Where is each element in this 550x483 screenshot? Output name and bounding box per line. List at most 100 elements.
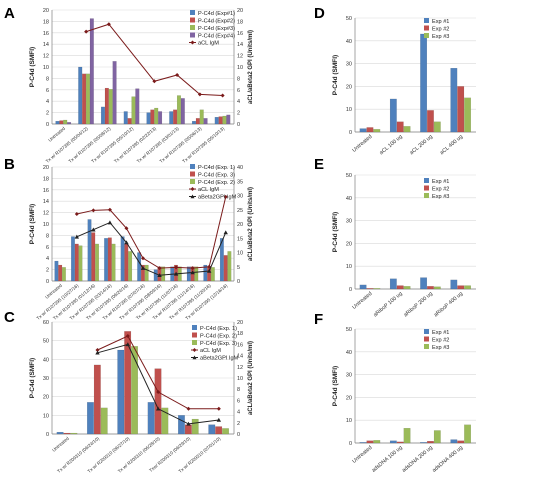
legend-entry: P-C4d (Exp#4) (198, 33, 235, 39)
point (125, 342, 131, 347)
y-tick-label: 10 (346, 107, 352, 113)
point (124, 240, 129, 245)
bar (91, 232, 96, 282)
point (74, 212, 79, 217)
series-line (76, 221, 227, 276)
legend: P-C4d (Exp. 1)P-C4d (Exp. 3) P-C4d (Exp. … (189, 164, 237, 201)
point (152, 79, 157, 84)
y-tick-label: 8 (46, 233, 49, 239)
y-axis-label: P-C4d (SMFI) (29, 47, 36, 87)
x-tick-label: Untreated (351, 445, 373, 465)
bar (161, 407, 169, 435)
point (186, 421, 191, 426)
bar (464, 424, 471, 444)
x-tick-label: Tx w/ R107395 (05/08/12) (68, 126, 112, 164)
y2-axis-label: aCL/aBeta2 GPI (Units/ml) (248, 30, 254, 104)
x-tick-label: aRiboP 200 ug (403, 291, 434, 318)
bar (67, 122, 72, 125)
bar (214, 117, 219, 125)
bar (124, 243, 129, 282)
bar (427, 286, 434, 290)
bar (359, 128, 367, 133)
legend: P-C4d (Exp#1)P-C4d (Exp#2) P-C4d (Exp#3)P… (189, 10, 235, 47)
bar (147, 402, 155, 435)
legend-swatch (424, 25, 429, 31)
legend-entry: P-C4d (Exp#1) (198, 11, 235, 17)
point (95, 350, 100, 355)
y-tick-label: 0 (349, 130, 352, 136)
x-tick-label: aRiboP 400 ug (433, 291, 464, 318)
y-axis-label: P-C4d (SMFI) (332, 366, 339, 406)
bar (420, 33, 428, 133)
y2-tick-label: 2 (237, 111, 240, 117)
legend-entry: P-C4d (Exp. 1) (198, 165, 235, 171)
bar (403, 286, 411, 290)
point (91, 208, 96, 213)
bar (191, 418, 199, 435)
point (186, 406, 191, 411)
bar (176, 95, 181, 125)
bar (71, 236, 75, 282)
bar (359, 442, 367, 444)
bar (427, 110, 434, 133)
y2-tick-label: 6 (237, 88, 240, 94)
legend-swatch (190, 179, 195, 184)
legend-entry: aBeta2GPI IgM (200, 356, 239, 362)
legend-entry: Exp #3 (432, 194, 449, 200)
legend-entry: P-C4d (Exp. 2) (200, 333, 237, 339)
series-line (76, 196, 227, 269)
bar (154, 368, 162, 435)
point (125, 334, 130, 338)
x-tick-label: adsDNA 400 ug (431, 445, 464, 474)
legend-entry: Exp #1 (432, 19, 449, 25)
y-tick-label: 50 (346, 16, 352, 22)
panel-label: D (314, 5, 325, 22)
y-tick-label: 2 (46, 268, 49, 274)
bar (111, 243, 116, 282)
y-tick-label: 20 (346, 84, 352, 90)
bar (146, 112, 151, 125)
point (220, 93, 225, 98)
bar (54, 260, 59, 282)
bar (450, 279, 458, 290)
y2-tick-label: 16 (237, 342, 243, 348)
y-tick-label: 18 (43, 19, 49, 25)
bar (373, 129, 381, 133)
bar (161, 266, 166, 282)
y2-tick-label: 0 (237, 122, 240, 128)
x-tick-label: Tx w/ R107395 (05/10/12) (90, 126, 134, 164)
bar (219, 238, 224, 282)
bar (373, 440, 381, 444)
bar (210, 267, 215, 282)
y-tick-label: 0 (46, 432, 49, 438)
point (223, 230, 228, 235)
x-tick-label: Tx w/ R107395 (05/10/13) (181, 126, 225, 164)
bar (74, 243, 79, 282)
bar (135, 88, 140, 125)
y-tick-label: 40 (43, 357, 49, 363)
legend-marker (190, 40, 195, 45)
legend: P-C4d (Exp. 1)P-C4d (Exp. 2) P-C4d (Exp. … (191, 325, 239, 362)
y2-tick-label: 25 (237, 208, 243, 214)
bar (366, 288, 374, 290)
y2-tick-label: 14 (237, 354, 243, 360)
y-tick-label: 0 (349, 441, 352, 447)
x-tick-label: Tx w/ R107395 (05/06/13) (159, 126, 203, 164)
point (95, 348, 100, 352)
bar (208, 424, 216, 435)
y2-tick-label: 4 (237, 410, 240, 416)
legend-entry: P-C4d (Exp#2) (198, 18, 235, 24)
legend-entry: P-C4d (Exp#3) (198, 26, 235, 32)
legend-entry: P-C4d (Exp. 2) (198, 180, 235, 186)
y2-axis-label: aCL/aBeta2 GPI (Units/ml) (248, 187, 254, 261)
bar (396, 121, 404, 133)
y-tick-label: 30 (346, 373, 352, 379)
y2-tick-label: 0 (237, 432, 240, 438)
bar (180, 98, 185, 125)
bar (184, 424, 192, 435)
bar (223, 255, 228, 282)
legend-marker (192, 348, 197, 352)
